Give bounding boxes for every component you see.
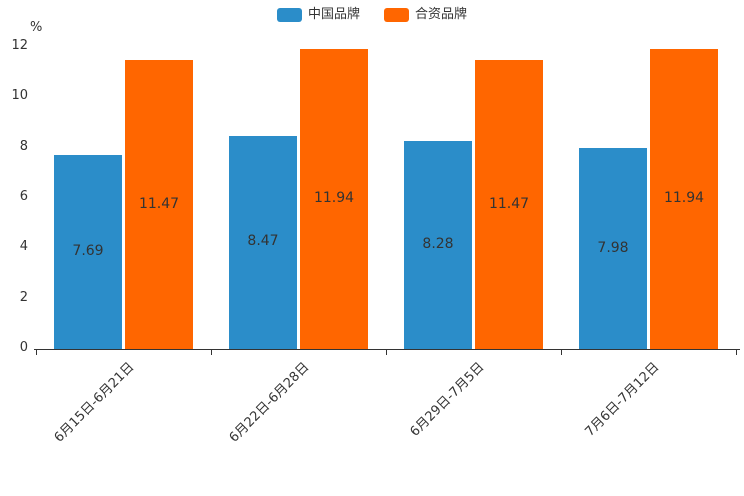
- bar-value-label: 11.47: [488, 195, 530, 212]
- x-axis-category-label: 7月6日-7月12日: [581, 359, 662, 440]
- bar-合资品牌-0: 11.47: [125, 60, 193, 349]
- y-axis-tick-label: 0: [19, 340, 28, 355]
- bar-合资品牌-3: 11.94: [650, 48, 718, 349]
- bar-value-label: 11.47: [138, 195, 180, 212]
- legend-label-1: 合资品牌: [415, 7, 468, 22]
- bar-合资品牌-2: 11.47: [475, 60, 543, 349]
- bar-中国品牌-3: 7.98: [579, 148, 647, 349]
- x-axis-tick: [36, 350, 37, 355]
- y-axis-tick-label: 10: [11, 88, 28, 104]
- y-axis-tick-label: 4: [19, 239, 28, 255]
- x-axis-tick: [211, 350, 212, 355]
- legend-item-0[interactable]: 中国品牌: [276, 7, 360, 22]
- bar-中国品牌-0: 7.69: [54, 155, 122, 349]
- legend-swatch-1: [384, 8, 409, 22]
- x-axis-category-label: 6月29日-7月5日: [406, 359, 487, 440]
- x-axis-tick: [736, 350, 737, 355]
- x-axis-category-label: 6月22日-6月28日: [226, 359, 312, 446]
- bar-value-label: 8.47: [247, 233, 279, 250]
- x-axis-line: [34, 349, 740, 350]
- legend: 中国品牌 合资品牌: [0, 8, 744, 22]
- legend-label-0: 中国品牌: [307, 7, 360, 22]
- y-axis-tick-label: 2: [19, 289, 28, 305]
- bar-value-label: 11.94: [313, 189, 355, 206]
- bar-中国品牌-2: 8.28: [404, 140, 472, 349]
- y-axis-unit-label: %: [30, 20, 43, 35]
- y-axis-tick-label: 6: [19, 189, 28, 204]
- x-axis-tick: [561, 350, 562, 355]
- bar-value-label: 8.28: [422, 235, 454, 252]
- bar-中国品牌-1: 8.47: [229, 135, 297, 349]
- y-axis-tick-label: 12: [11, 38, 28, 53]
- legend-item-1[interactable]: 合资品牌: [384, 8, 467, 22]
- x-axis-category-label: 6月15日-6月21日: [51, 359, 137, 446]
- x-axis-tick: [386, 350, 387, 355]
- bar-合资品牌-1: 11.94: [300, 48, 368, 349]
- legend-swatch-0: [276, 8, 302, 22]
- bar-value-label: 7.98: [597, 239, 629, 256]
- y-axis-tick-label: 8: [19, 138, 28, 154]
- bar-value-label: 11.94: [663, 189, 705, 206]
- bar-value-label: 7.69: [72, 243, 104, 260]
